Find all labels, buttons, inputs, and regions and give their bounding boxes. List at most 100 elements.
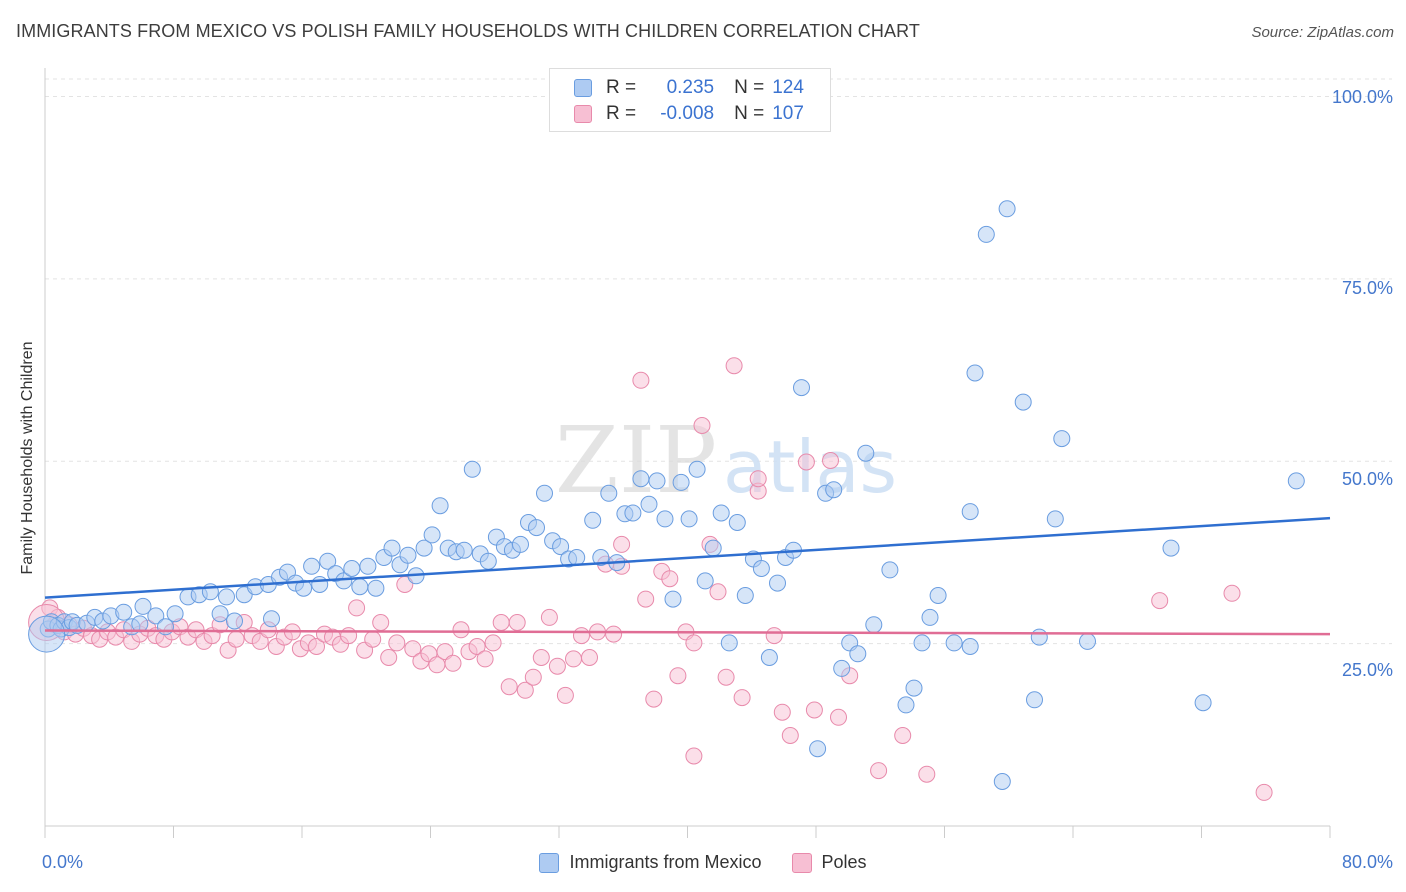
poles-point: [805, 701, 823, 719]
legend-row-mexico: R = 0.235 N = 124: [574, 75, 804, 101]
mexico-point: [1287, 472, 1305, 490]
legend-r-value-poles: -0.008: [660, 103, 715, 124]
mexico-point: [712, 504, 730, 522]
poles-point: [516, 681, 534, 699]
y-tick-label-100: 100.0%: [1331, 87, 1393, 107]
mexico-point: [423, 526, 441, 544]
poles-point: [685, 634, 703, 652]
mexico-point: [343, 560, 361, 577]
x-tick-label-min: 0.0%: [42, 852, 84, 872]
legend-swatch-mexico: [574, 79, 592, 97]
mexico-point: [536, 484, 553, 502]
mexico-point: [1079, 632, 1096, 650]
mexico-point: [431, 497, 449, 515]
mexico-point: [399, 546, 417, 564]
mexico-point: [1014, 393, 1032, 411]
mexico-point: [624, 504, 642, 522]
legend-n-value-mexico: 124: [772, 77, 804, 98]
mexico-point: [648, 472, 666, 490]
mexico-point: [568, 549, 586, 566]
mexico-point: [359, 557, 377, 575]
mexico-point: [592, 549, 610, 566]
mexico-point: [218, 588, 235, 606]
poles-point: [492, 614, 510, 631]
x-tick-label-max: 80.0%: [1341, 852, 1393, 872]
mexico-point: [1030, 628, 1048, 646]
mexico-point: [1194, 694, 1212, 712]
mexico-point: [115, 603, 133, 621]
mexico-point: [760, 649, 778, 666]
poles-point: [1151, 592, 1169, 610]
poles-point: [830, 708, 847, 726]
poles-point: [372, 614, 390, 631]
mexico-point: [966, 364, 984, 382]
poles-point: [452, 621, 470, 639]
poles-point: [693, 417, 711, 434]
poles-point: [581, 649, 598, 666]
poles-point: [765, 627, 783, 645]
legend-swatch-poles: [574, 105, 592, 123]
legend-label-poles: Poles: [821, 852, 867, 872]
mexico-point: [656, 510, 674, 528]
mexico-point: [166, 605, 184, 623]
poles-point: [251, 632, 269, 650]
mexico-point: [211, 605, 229, 623]
legend-label-mexico: Immigrants from Mexico: [569, 852, 762, 872]
poles-point: [556, 686, 574, 704]
poles-point: [1223, 584, 1241, 602]
poles-point: [348, 599, 366, 617]
mexico-point: [226, 612, 243, 630]
legend-r-label: R =: [606, 103, 637, 124]
poles-point: [573, 627, 590, 645]
mexico-point: [857, 444, 875, 462]
poles-point: [709, 583, 727, 601]
mexico-point: [319, 552, 337, 570]
mexico-point: [1026, 691, 1043, 709]
mexico-point: [793, 379, 810, 397]
mexico-point: [825, 481, 843, 499]
poles-point: [476, 650, 494, 668]
mexico-points: [28, 200, 1305, 790]
legend-item-mexico[interactable]: Immigrants from Mexico: [539, 852, 762, 873]
legend-swatch-poles: [791, 852, 812, 873]
mexico-point: [600, 484, 618, 502]
poles-point: [444, 654, 462, 672]
poles-point: [380, 649, 398, 666]
poles-point: [870, 762, 888, 780]
mexico-point: [752, 560, 770, 577]
poles-point: [733, 689, 751, 707]
watermark-zip: ZIP: [555, 407, 717, 514]
legend-r-value-mexico: 0.235: [666, 77, 715, 98]
mexico-point: [849, 645, 867, 663]
legend-item-poles[interactable]: Poles: [791, 852, 867, 873]
poles-point: [340, 627, 358, 645]
mexico-point: [1162, 539, 1180, 557]
mexico-point: [833, 659, 851, 677]
mexico-point: [913, 634, 931, 652]
poles-point: [388, 634, 406, 652]
mexico-point: [704, 539, 722, 557]
poles-point: [436, 643, 454, 661]
mexico-point: [28, 615, 66, 653]
poles-point: [404, 640, 422, 658]
poles-point: [773, 703, 791, 721]
y-tick-label-25: 25.0%: [1341, 660, 1393, 680]
legend-swatch-mexico: [539, 852, 560, 873]
mexico-point: [728, 514, 746, 531]
poles-point: [524, 668, 542, 686]
poles-point: [797, 453, 815, 471]
mexico-point: [720, 634, 738, 652]
poles-point: [669, 667, 687, 685]
poles-point: [894, 727, 912, 744]
mexico-point: [998, 200, 1016, 218]
mexico-point: [1053, 430, 1071, 448]
mexico-point: [415, 539, 433, 557]
mexico-point: [295, 579, 313, 597]
axes: [44, 68, 1331, 838]
poles-point: [661, 570, 679, 588]
poles-point: [468, 638, 486, 655]
mexico-point: [897, 696, 915, 714]
poles-point: [781, 727, 799, 744]
mexico-point: [1046, 510, 1064, 528]
